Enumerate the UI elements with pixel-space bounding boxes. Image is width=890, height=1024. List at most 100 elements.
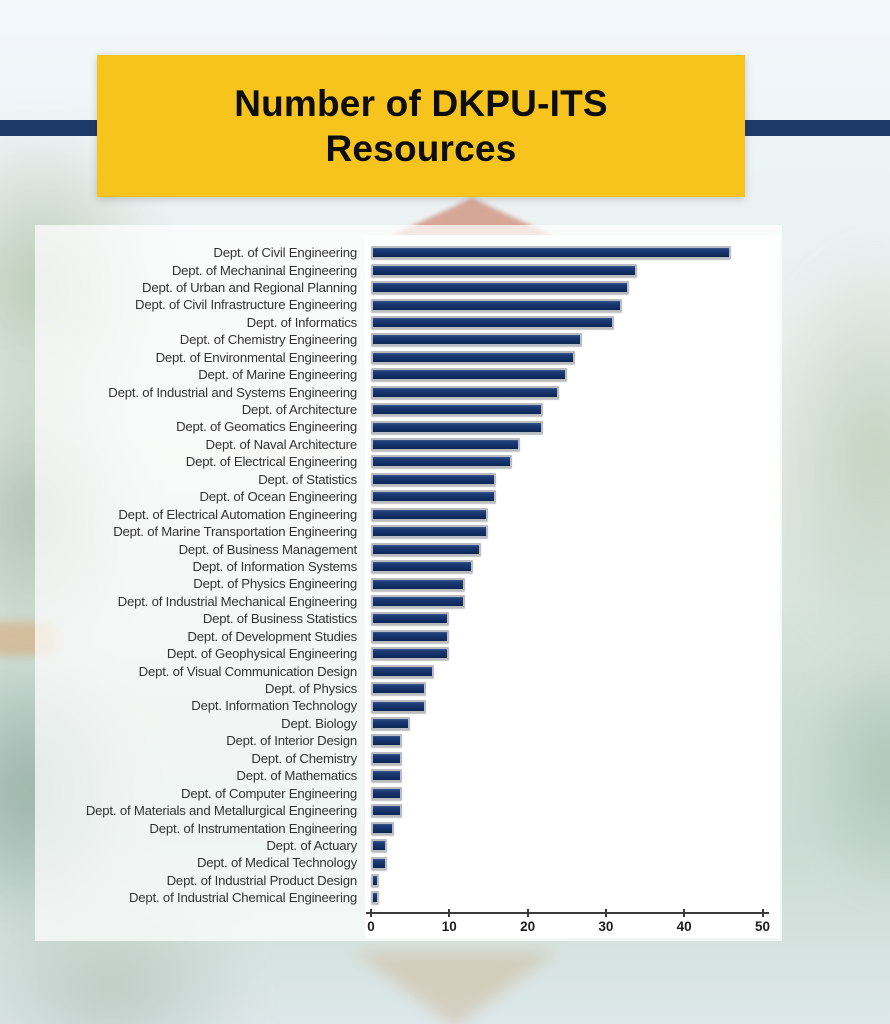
chart-row: Dept. of Business Statistics [35, 610, 782, 627]
chart-row: Dept. Information Technology [35, 697, 782, 714]
chart-row: Dept. of Medical Technology [35, 854, 782, 871]
chart-row: Dept. of Statistics [35, 471, 782, 488]
category-label: Dept. of Medical Technology [196, 855, 357, 871]
bar [371, 804, 403, 818]
bar-track [371, 488, 782, 505]
chart-row: Dept. of Industrial Chemical Engineering [35, 889, 782, 906]
category-label: Dept. of Physics [264, 681, 357, 697]
category-label: Dept. of Electrical Engineering [185, 454, 357, 470]
bar [371, 717, 411, 730]
bar-track [371, 767, 782, 784]
category-label: Dept. of Information Systems [192, 558, 358, 574]
bar-track [371, 854, 782, 871]
bar-track [371, 418, 782, 435]
category-label: Dept. of Geomatics Engineering [176, 419, 357, 435]
bar-track [371, 540, 782, 557]
bar-track [371, 750, 782, 767]
category-label: Dept. of Materials and Metallurgical Eng… [85, 803, 357, 819]
bar [371, 281, 630, 295]
chart-row: Dept. of Marine Engineering [35, 366, 782, 383]
category-label: Dept. of Environmental Engineering [155, 349, 358, 365]
bar [371, 350, 575, 364]
x-axis-line [366, 912, 769, 914]
category-label: Dept. of Civil Infrastructure Engineerin… [135, 297, 357, 313]
x-tick-mark [448, 909, 451, 917]
x-tick-mark [526, 909, 529, 917]
chart-row: Dept. of Civil Engineering [35, 244, 782, 261]
bar [371, 647, 450, 661]
bar [371, 246, 732, 260]
bar [371, 368, 567, 382]
chart-row: Dept. of Architecture [35, 401, 782, 418]
chart-row: Dept. of Ocean Engineering [35, 488, 782, 505]
chart-row: Dept. of Industrial Mechanical Engineeri… [35, 593, 782, 610]
bar-track [371, 732, 782, 749]
bar-track [371, 697, 782, 714]
chart-row: Dept. of Naval Architecture [35, 436, 782, 453]
x-tick-mark [761, 909, 764, 917]
bar [371, 403, 544, 417]
x-tick-label: 40 [676, 919, 692, 934]
category-label: Dept. of Industrial and Systems Engineer… [108, 384, 357, 400]
category-label: Dept. of Interior Design [226, 733, 357, 749]
bar [371, 769, 403, 783]
bar-track [371, 785, 782, 802]
x-tick-label: 50 [754, 919, 771, 934]
category-label: Dept. of Urban and Regional Planning [142, 279, 357, 295]
chart-row: Dept. of Actuary [35, 837, 782, 854]
bar-track [371, 837, 782, 854]
chart-row: Dept. of Materials and Metallurgical Eng… [35, 802, 782, 819]
chart-row: Dept. Biology [35, 715, 782, 732]
category-label: Dept. of Marine Transportation Engineeri… [113, 524, 357, 540]
chart-row: Dept. of Electrical Automation Engineeri… [35, 506, 782, 523]
bar-track [371, 628, 782, 645]
category-label: Dept. of Instrumentation Engineering [149, 820, 357, 836]
bar [371, 507, 489, 521]
category-label: Dept. of Architecture [241, 402, 357, 418]
bar-track [371, 575, 782, 592]
bar [371, 612, 450, 626]
category-label: Dept. of Computer Engineering [181, 785, 357, 801]
bar [371, 298, 622, 312]
chart-row: Dept. of Development Studies [35, 628, 782, 645]
bar [371, 856, 387, 870]
category-label: Dept. Biology [281, 715, 357, 731]
x-tick-label: 20 [520, 919, 536, 934]
bar [371, 594, 465, 608]
bar-track [371, 593, 782, 610]
bar [371, 472, 497, 486]
bar [371, 577, 465, 591]
bar-track [371, 261, 782, 278]
chart-row: Dept. of Electrical Engineering [35, 453, 782, 470]
bar-track [371, 436, 782, 453]
chart-row: Dept. of Physics Engineering [35, 575, 782, 592]
chart-row: Dept. of Mathematics [35, 767, 782, 784]
category-label: Dept. of Informatics [246, 314, 358, 330]
bar-track [371, 244, 782, 261]
category-label: Dept. of Actuary [266, 837, 357, 853]
category-label: Dept. of Electrical Automation Engineeri… [118, 506, 357, 522]
bar [371, 699, 426, 713]
chart-row: Dept. of Visual Communication Design [35, 663, 782, 680]
category-label: Dept. Information Technology [191, 698, 357, 714]
bar [371, 385, 559, 399]
category-label: Dept. of Development Studies [187, 628, 357, 644]
bar-track [371, 645, 782, 662]
bar [371, 333, 583, 347]
chart-row: Dept. of Instrumentation Engineering [35, 819, 782, 836]
category-label: Dept. of Marine Engineering [198, 367, 357, 383]
category-label: Dept. of Chemistry Engineering [179, 332, 357, 348]
category-label: Dept. of Geophysical Engineering [166, 646, 357, 662]
bar-track [371, 610, 782, 627]
bar-rows: Dept. of Civil Engineering Dept. of Mecha… [35, 244, 782, 907]
category-label: Dept. of Industrial Mechanical Engineeri… [117, 593, 358, 609]
category-label: Dept. of Business Statistics [202, 611, 357, 627]
chart-row: Dept. of Chemistry Engineering [35, 331, 782, 348]
chart-row: Dept. of Information Systems [35, 558, 782, 575]
bar [371, 455, 512, 469]
bar-track [371, 384, 782, 401]
bar-track [371, 663, 782, 680]
category-label: Dept. of Chemistry [251, 750, 357, 766]
bar [371, 263, 638, 277]
bar [371, 629, 450, 643]
